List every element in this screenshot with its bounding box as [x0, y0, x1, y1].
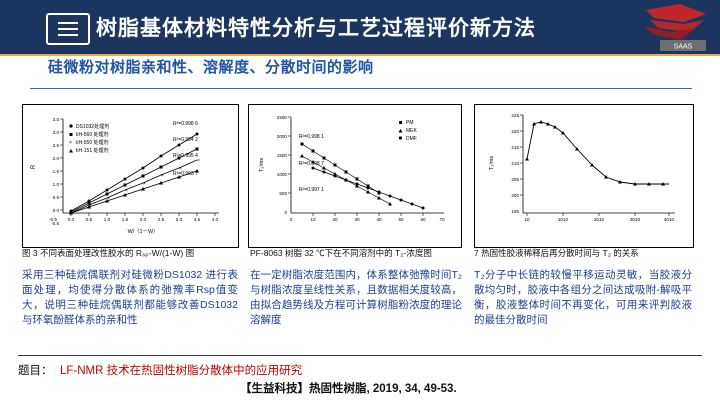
- chart-3: 225 220 215 210 205 200 195 10 1010 2010…: [475, 105, 691, 245]
- svg-text:2.0: 2.0: [53, 156, 60, 161]
- svg-text:×: ×: [197, 158, 200, 164]
- brand-logo: SAAS: [644, 4, 706, 51]
- svg-text:R²=0.998 1: R²=0.998 1: [299, 134, 324, 140]
- footer-title: LF-NMR 技术在热固性树脂分散体中的应用研究: [60, 365, 303, 377]
- hamburger-icon[interactable]: [46, 13, 90, 45]
- svg-text:1.0: 1.0: [104, 217, 111, 222]
- svg-text:W/（1－W）: W/（1－W）: [128, 228, 159, 235]
- svg-text:70: 70: [439, 217, 445, 222]
- subtitle-divider: [30, 88, 692, 89]
- svg-text:60: 60: [420, 217, 426, 222]
- svg-text:200: 200: [511, 193, 519, 198]
- svg-text:0: 0: [284, 210, 287, 215]
- svg-text:30: 30: [354, 217, 360, 222]
- svg-text:500: 500: [279, 191, 287, 196]
- svg-text:4.0: 4.0: [212, 217, 219, 222]
- svg-text:2.5: 2.5: [53, 143, 60, 148]
- svg-text:40: 40: [376, 217, 382, 222]
- svg-text:R²=0.993 7: R²=0.993 7: [173, 171, 198, 177]
- svg-text:220: 220: [511, 129, 519, 134]
- svg-text:MEK: MEK: [406, 128, 418, 134]
- svg-text:DS1032处理剂: DS1032处理剂: [76, 123, 109, 130]
- svg-text:50: 50: [398, 217, 404, 222]
- svg-text:kH-151 处理剂: kH-151 处理剂: [76, 147, 109, 154]
- svg-text:0.5: 0.5: [53, 195, 60, 200]
- svg-text:kH-550 处理剂: kH-550 处理剂: [76, 139, 109, 146]
- svg-text:SAAS: SAAS: [674, 44, 693, 51]
- chart-1: 3.5 3.0 2.5 2.0 1.5 1.0 0.5 0.0 -0.5 -0.…: [23, 105, 236, 245]
- svg-text:×: ×: [125, 188, 128, 194]
- svg-text:0.0: 0.0: [53, 208, 60, 213]
- svg-text:2500: 2500: [277, 115, 288, 120]
- chart-2: 2500 2000 1500 1000 500 0 0 10 20 30 40 …: [249, 105, 459, 245]
- svg-text:-0.5: -0.5: [51, 221, 59, 226]
- svg-text:1000: 1000: [277, 172, 288, 177]
- svg-text:0: 0: [290, 217, 293, 222]
- figure-caption-1: 图 3 不同表面处理改性胶水的 Rₛₚ-W/(1-W) 图: [22, 248, 195, 258]
- footer-divider: [18, 355, 702, 356]
- svg-text:×: ×: [89, 203, 92, 209]
- svg-text:2010: 2010: [594, 217, 605, 222]
- svg-text:205: 205: [511, 177, 519, 182]
- svg-text:R²=0.995 4: R²=0.995 4: [173, 153, 198, 159]
- svg-text:3.5: 3.5: [194, 217, 201, 222]
- svg-text:kH-560 处理剂: kH-560 处理剂: [76, 131, 109, 138]
- svg-text:195: 195: [511, 209, 519, 214]
- figure-panel-3: 225 220 215 210 205 200 195 10 1010 2010…: [474, 104, 694, 248]
- svg-text:T₂/ms: T₂/ms: [259, 158, 265, 172]
- svg-text:20: 20: [332, 217, 338, 222]
- svg-text:4010: 4010: [664, 217, 675, 222]
- svg-text:R²=0.998 6: R²=0.998 6: [173, 121, 198, 127]
- body-text-3: T₂分子中长链的较慢平移运动灵敏，当胶液分散均匀时，胶液中各组分之间达成吸附-解…: [474, 269, 692, 326]
- svg-text:2000: 2000: [277, 134, 288, 139]
- svg-text:×: ×: [143, 181, 146, 187]
- svg-text:2.5: 2.5: [158, 217, 165, 222]
- svg-text:R²=0.998 7: R²=0.998 7: [299, 161, 324, 167]
- svg-text:225: 225: [511, 113, 519, 118]
- svg-text:215: 215: [511, 145, 519, 150]
- figure-panel-1: 3.5 3.0 2.5 2.0 1.5 1.0 0.5 0.0 -0.5 -0.…: [22, 104, 239, 248]
- svg-text:DMF: DMF: [406, 136, 417, 142]
- body-text-1: 采用三种硅烷偶联剂对硅微粉DS1032 进行表面处理，均使得分散体系的弛豫率Rs…: [22, 269, 238, 326]
- page-title: 树脂基体材料特性分析与工艺过程评价新方法: [96, 17, 536, 40]
- svg-text:3010: 3010: [630, 217, 641, 222]
- figure-caption-2: PF-8063 树脂 32 ℃下在不同溶剂中的 T₂-浓度图: [250, 248, 432, 258]
- footer-source: 【生益科技】热固性树脂, 2019, 34, 49-53.: [240, 383, 457, 395]
- svg-text:0.5: 0.5: [86, 217, 93, 222]
- figure-caption-3: 7 热固性胶液稀释后再分散时间与 T₂ 的关系: [474, 248, 639, 258]
- svg-text:10: 10: [524, 217, 530, 222]
- svg-text:3.0: 3.0: [176, 217, 183, 222]
- slide-header: 树脂基体材料特性分析与工艺过程评价新方法 SAAS: [0, 0, 720, 56]
- svg-text:×: ×: [69, 140, 72, 146]
- svg-text:R²=0.997 1: R²=0.997 1: [299, 187, 324, 193]
- svg-text:×: ×: [107, 196, 110, 202]
- svg-text:×: ×: [161, 173, 164, 179]
- svg-text:1.0: 1.0: [53, 182, 60, 187]
- svg-text:PM: PM: [406, 120, 414, 126]
- footer-label: 题目：: [18, 365, 53, 377]
- svg-text:R: R: [31, 164, 37, 169]
- body-text-2: 在一定树脂浓度范围内，体系整体弛豫时间T₂与树脂浓度呈线性关系，且数据相关度较高…: [250, 269, 462, 326]
- svg-text:210: 210: [511, 161, 519, 166]
- svg-text:3.5: 3.5: [53, 117, 60, 122]
- section-subtitle: 硅微粉对树脂亲和性、溶解度、分散时间的影响: [48, 59, 374, 76]
- svg-text:1.5: 1.5: [53, 169, 60, 174]
- svg-text:2.0: 2.0: [140, 217, 147, 222]
- svg-text:1010: 1010: [558, 217, 569, 222]
- svg-text:1500: 1500: [277, 153, 288, 158]
- svg-text:R²=0.994 2: R²=0.994 2: [173, 137, 198, 143]
- svg-text:3.0: 3.0: [53, 130, 60, 135]
- figure-panel-2: 2500 2000 1500 1000 500 0 0 10 20 30 40 …: [248, 104, 462, 248]
- svg-text:10: 10: [310, 217, 316, 222]
- svg-text:-0.5: -0.5: [49, 217, 57, 222]
- svg-text:1.5: 1.5: [122, 217, 129, 222]
- svg-text:0.0: 0.0: [68, 217, 75, 222]
- svg-text:T₂/ms: T₂/ms: [489, 156, 495, 170]
- svg-text:×: ×: [179, 166, 182, 172]
